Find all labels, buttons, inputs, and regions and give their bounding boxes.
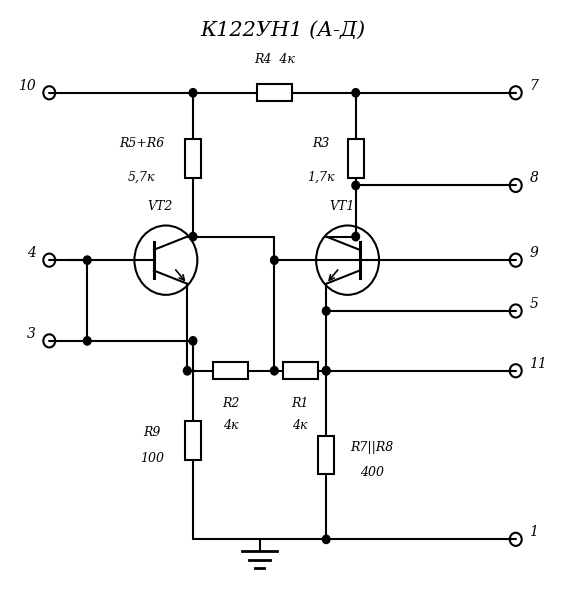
Circle shape [352, 181, 359, 190]
Text: R3: R3 [312, 137, 329, 150]
Circle shape [271, 256, 278, 264]
Text: R2: R2 [222, 397, 240, 410]
Text: К122УН1 (А-Д): К122УН1 (А-Д) [200, 21, 365, 40]
Bar [185, 139, 201, 178]
Text: 11: 11 [529, 357, 547, 371]
Text: 1: 1 [529, 525, 538, 539]
Circle shape [84, 256, 91, 264]
Text: R5+R6: R5+R6 [119, 137, 164, 150]
Text: 7: 7 [529, 79, 538, 93]
Text: 4к: 4к [223, 419, 238, 432]
Circle shape [323, 367, 330, 375]
Text: 10: 10 [18, 79, 36, 93]
Text: 3: 3 [27, 327, 36, 341]
Circle shape [271, 367, 278, 375]
Bar [185, 421, 201, 459]
Text: VT1: VT1 [329, 200, 355, 213]
Bar [347, 139, 364, 178]
Bar [257, 84, 292, 101]
Circle shape [323, 535, 330, 544]
Bar [213, 362, 249, 379]
Circle shape [323, 307, 330, 315]
Text: 100: 100 [140, 451, 164, 465]
Circle shape [189, 232, 197, 241]
Text: R4  4к: R4 4к [254, 54, 295, 66]
Bar [282, 362, 318, 379]
Circle shape [184, 367, 191, 375]
Text: 4: 4 [27, 246, 36, 260]
Circle shape [352, 88, 359, 97]
Text: 8: 8 [529, 171, 538, 185]
Text: 5,7к: 5,7к [128, 171, 155, 184]
Text: R7||R8: R7||R8 [351, 442, 394, 454]
Circle shape [189, 88, 197, 97]
Text: 5: 5 [529, 297, 538, 311]
Circle shape [84, 337, 91, 345]
Bar [318, 436, 334, 475]
Circle shape [189, 337, 197, 345]
Text: 9: 9 [529, 246, 538, 260]
Text: 400: 400 [360, 467, 384, 479]
Text: 4к: 4к [293, 419, 308, 432]
Text: VT2: VT2 [148, 200, 173, 213]
Text: 1,7к: 1,7к [307, 171, 334, 184]
Circle shape [323, 367, 330, 375]
Circle shape [352, 232, 359, 241]
Text: R1: R1 [292, 397, 309, 410]
Text: R9: R9 [144, 426, 161, 439]
